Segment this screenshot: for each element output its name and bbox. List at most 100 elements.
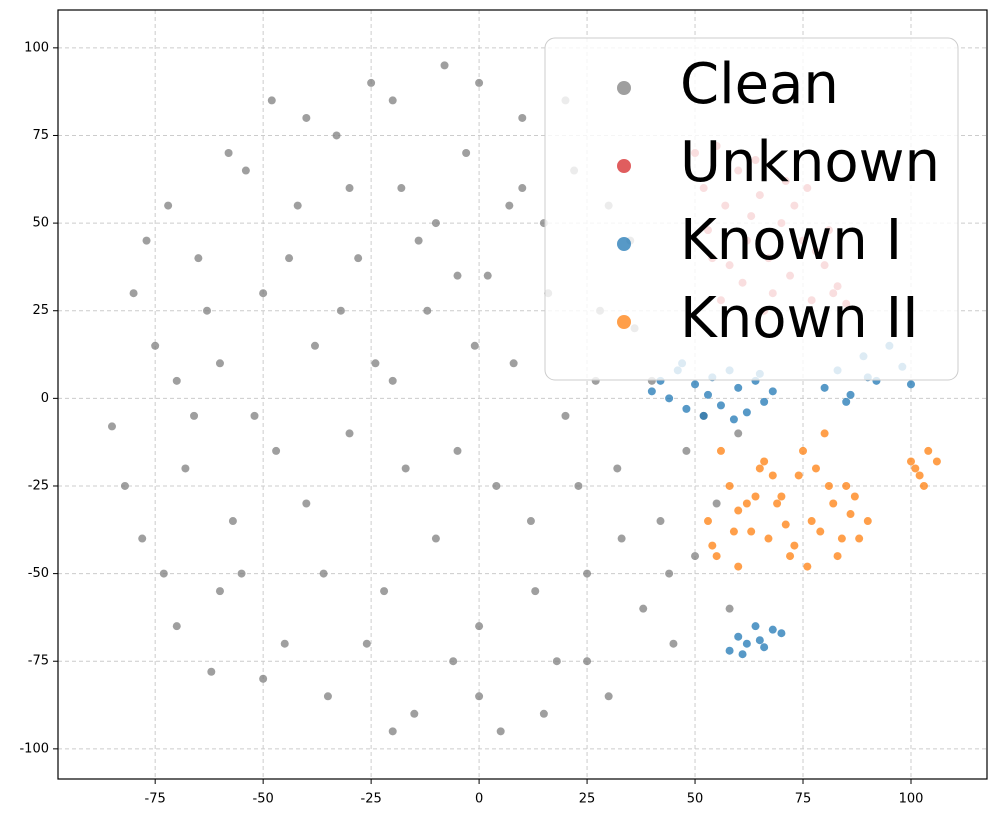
- point: [583, 569, 592, 578]
- point: [906, 380, 915, 389]
- point: [712, 552, 721, 561]
- point: [846, 510, 855, 519]
- point: [734, 562, 743, 571]
- point: [911, 464, 920, 473]
- point: [734, 506, 743, 515]
- point: [725, 646, 734, 655]
- point: [267, 96, 276, 105]
- point: [410, 709, 419, 718]
- legend-label: Known I: [680, 208, 902, 273]
- axes: -75 -50 -25 0 25 50 75 100 -100 -75 -50 -25 0 25 50 75 1…: [19, 40, 923, 806]
- point: [764, 534, 773, 543]
- point: [129, 289, 138, 298]
- point: [863, 517, 872, 526]
- point: [215, 587, 224, 596]
- point: [388, 727, 397, 736]
- point: [319, 569, 328, 578]
- point: [280, 639, 289, 648]
- point: [716, 401, 725, 410]
- point: [539, 709, 548, 718]
- point: [699, 411, 708, 420]
- point: [345, 429, 354, 438]
- y-tick-label: -25: [28, 478, 49, 493]
- point: [250, 411, 259, 420]
- point: [107, 422, 116, 431]
- point: [742, 639, 751, 648]
- legend-label: Known II: [680, 286, 919, 351]
- point: [833, 552, 842, 561]
- point: [691, 552, 700, 561]
- point: [768, 387, 777, 396]
- point: [224, 149, 233, 158]
- point: [194, 254, 203, 263]
- point: [742, 408, 751, 417]
- point: [453, 271, 462, 280]
- point: [172, 376, 181, 385]
- y-tick-label: 75: [32, 128, 49, 143]
- point: [302, 499, 311, 508]
- point: [259, 674, 268, 683]
- point: [734, 429, 743, 438]
- point: [842, 397, 851, 406]
- point: [725, 604, 734, 613]
- point: [803, 562, 812, 571]
- point: [799, 446, 808, 455]
- point: [824, 481, 833, 490]
- point: [682, 446, 691, 455]
- legend: [544, 37, 959, 381]
- point: [820, 383, 829, 392]
- point: [777, 629, 786, 638]
- point: [613, 464, 622, 473]
- point: [708, 541, 717, 550]
- point: [531, 587, 540, 596]
- point: [751, 622, 760, 631]
- y-tick-label: -50: [28, 566, 49, 581]
- legend-entries: Clean Unknown Known I Known II: [617, 52, 940, 351]
- point: [919, 481, 928, 490]
- point: [462, 149, 471, 158]
- point: [470, 341, 479, 350]
- point: [639, 604, 648, 613]
- point: [475, 622, 484, 631]
- point: [388, 376, 397, 385]
- point: [207, 667, 216, 676]
- point: [656, 517, 665, 526]
- legend-label: Unknown: [680, 130, 940, 195]
- y-tick-label: 50: [32, 216, 49, 231]
- y-tick-label: -75: [28, 654, 49, 669]
- x-tick-label: 75: [795, 792, 812, 807]
- point: [842, 481, 851, 490]
- point: [151, 341, 160, 350]
- y-tick-label: -100: [19, 741, 49, 756]
- legend-marker: [617, 315, 631, 329]
- point: [738, 650, 747, 659]
- y-tick-label: 25: [32, 303, 49, 318]
- point: [440, 61, 449, 70]
- point: [665, 394, 674, 403]
- point: [760, 457, 769, 466]
- point: [431, 534, 440, 543]
- point: [794, 471, 803, 480]
- point: [703, 517, 712, 526]
- point: [164, 201, 173, 210]
- point: [665, 569, 674, 578]
- point: [781, 520, 790, 529]
- point: [215, 359, 224, 368]
- point: [431, 219, 440, 228]
- point: [388, 96, 397, 105]
- point: [829, 499, 838, 508]
- x-tick-label: 25: [579, 792, 596, 807]
- point: [617, 534, 626, 543]
- point: [241, 166, 250, 175]
- point: [712, 499, 721, 508]
- point: [496, 727, 505, 736]
- x-tick-label: -50: [253, 792, 274, 807]
- point: [760, 643, 769, 652]
- point: [509, 359, 518, 368]
- point: [483, 271, 492, 280]
- point: [811, 464, 820, 473]
- point: [703, 390, 712, 399]
- point: [492, 481, 501, 490]
- y-tick-label: 100: [24, 40, 49, 55]
